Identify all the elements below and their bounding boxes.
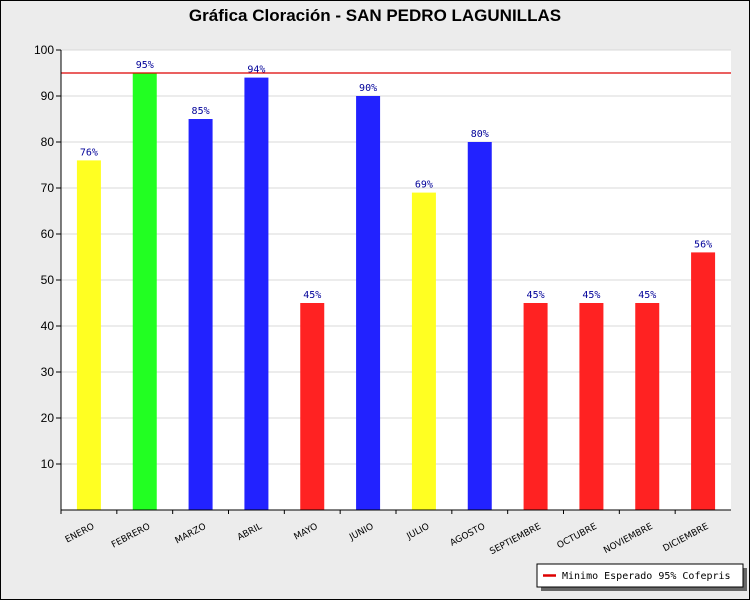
data-label: 95% [136,60,154,71]
bar-abril [244,77,269,510]
x-tick-label: FEBRERO [110,522,152,551]
data-label: 56% [694,239,712,250]
bar-diciembre [691,252,716,510]
bar-mayo [300,303,325,510]
data-label: 90% [359,83,377,94]
x-tick-label: JULIO [405,522,432,543]
y-tick-label: 90 [41,89,55,103]
legend-label: Minimo Esperado 95% Cofepris [562,571,731,582]
bar-enero [76,160,101,510]
data-label: 45% [527,290,545,301]
x-tick-label: SEPTIEMBRE [488,522,543,558]
y-tick-label: 60 [41,227,55,241]
bar-noviembre [635,303,660,510]
x-tick-label: AGOSTO [449,522,488,549]
x-tick-label: MARZO [174,522,208,547]
data-label: 76% [80,147,98,158]
data-label: 69% [415,180,433,191]
bar-septiembre [523,303,548,510]
y-tick-label: 30 [41,365,55,379]
bar-agosto [467,142,492,510]
y-tick-label: 70 [41,181,55,195]
bar-febrero [132,73,157,510]
bar-junio [356,96,381,510]
data-label: 80% [471,129,489,140]
y-tick-label: 40 [41,319,55,333]
y-tick-label: 20 [41,411,55,425]
data-label: 45% [303,290,321,301]
y-tick-label: 100 [34,43,54,57]
data-label: 45% [582,290,600,301]
bar-marzo [188,119,213,510]
bar-julio [411,192,436,510]
chart-title: Gráfica Cloración - SAN PEDRO LAGUNILLAS [189,6,561,25]
x-tick-label: MAYO [293,522,320,543]
y-tick-label: 80 [41,135,55,149]
x-tick-label: ABRIL [236,522,264,543]
data-label: 94% [247,65,265,76]
bar-octubre [579,303,604,510]
x-tick-label: ENERO [64,522,96,546]
x-tick-label: NOVIEMBRE [602,522,655,556]
x-tick-label: DICIEMBRE [662,522,711,554]
data-label: 45% [638,290,656,301]
data-label: 85% [192,106,210,117]
x-tick-label: OCTUBRE [556,522,599,551]
x-tick-label: JUNIO [347,522,375,543]
legend-box [536,563,744,588]
y-tick-label: 10 [41,457,55,471]
y-tick-label: 50 [41,273,55,287]
